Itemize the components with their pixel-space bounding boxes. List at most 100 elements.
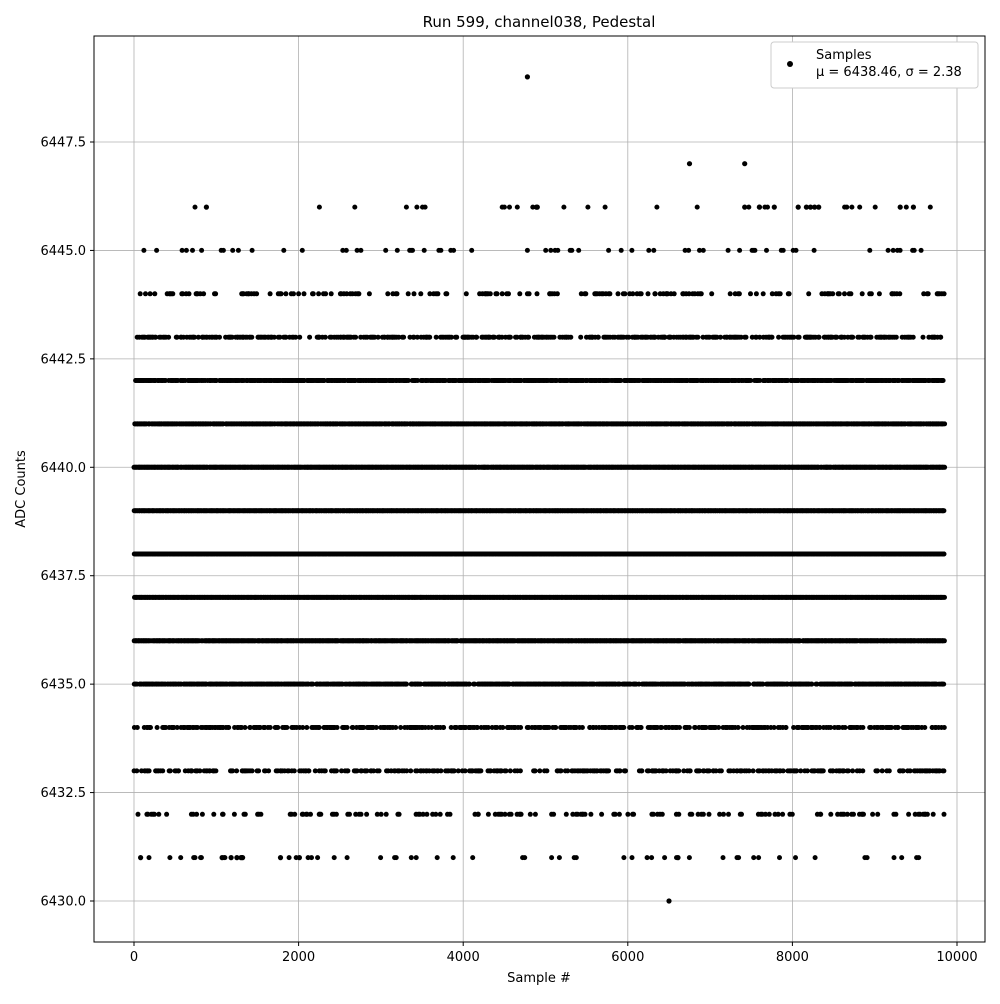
data-point [583,812,588,817]
data-point [414,205,419,210]
data-point [476,812,481,817]
data-point [535,291,540,296]
data-point [309,855,314,860]
data-point [194,812,199,817]
data-point [197,768,202,773]
data-point [451,855,456,860]
data-point [438,248,443,253]
data-point [268,291,273,296]
data-point [284,725,289,730]
data-point [533,812,538,817]
data-point [515,205,520,210]
data-point [401,335,406,340]
data-point [243,725,248,730]
data-point [230,248,235,253]
data-point [404,205,409,210]
data-point [152,291,157,296]
data-point [502,205,507,210]
data-point [199,855,204,860]
data-point [448,812,453,817]
data-point [394,855,399,860]
data-point [166,335,171,340]
data-point [564,812,569,817]
data-point [323,768,328,773]
data-point [187,291,192,296]
data-point [302,291,307,296]
data-point [500,291,505,296]
data-point [423,205,428,210]
data-point [376,335,381,340]
data-point [451,248,456,253]
data-point [422,248,427,253]
data-point [537,768,542,773]
data-point [561,205,566,210]
data-point [268,725,273,730]
data-point [444,291,449,296]
data-point [478,768,483,773]
data-point [418,291,423,296]
data-point [160,768,165,773]
data-point [178,855,183,860]
data-point [279,291,284,296]
data-point [438,768,443,773]
data-point [379,812,384,817]
data-point [525,248,530,253]
data-point [164,812,169,817]
data-point [297,335,302,340]
data-point [528,812,533,817]
data-point [136,812,141,817]
data-point [424,812,429,817]
data-point [367,291,372,296]
data-point [568,335,573,340]
data-point [152,812,157,817]
data-point [250,248,255,253]
data-point [323,291,328,296]
data-point [200,812,205,817]
data-point [323,335,328,340]
data-point [406,291,411,296]
data-point [410,248,415,253]
data-point [190,248,195,253]
data-point [258,812,263,817]
data-point [344,248,349,253]
data-point [193,205,198,210]
data-point [148,291,153,296]
data-point [486,812,491,817]
data-point [404,682,409,687]
data-point [147,855,152,860]
data-point [296,291,301,296]
data-point [548,248,553,253]
data-point [576,248,581,253]
data-point [508,335,513,340]
data-point [156,812,161,817]
data-point [395,291,400,296]
data-point [134,768,139,773]
data-point [292,768,297,773]
data-point [414,855,419,860]
data-point [316,291,321,296]
data-point [317,205,322,210]
data-point [527,291,532,296]
data-point [315,855,320,860]
data-point [243,812,248,817]
data-point [345,855,350,860]
data-point [495,291,500,296]
data-point [356,291,361,296]
data-point [311,291,316,296]
data-point [347,812,352,817]
data-point [317,725,322,730]
data-point [559,768,564,773]
data-point [304,725,309,730]
data-point [234,768,239,773]
data-point [553,725,558,730]
data-point [283,291,288,296]
data-point [435,855,440,860]
data-point [306,768,311,773]
data-point [300,248,305,253]
data-point [518,725,523,730]
data-point [409,855,414,860]
data-point [307,335,312,340]
